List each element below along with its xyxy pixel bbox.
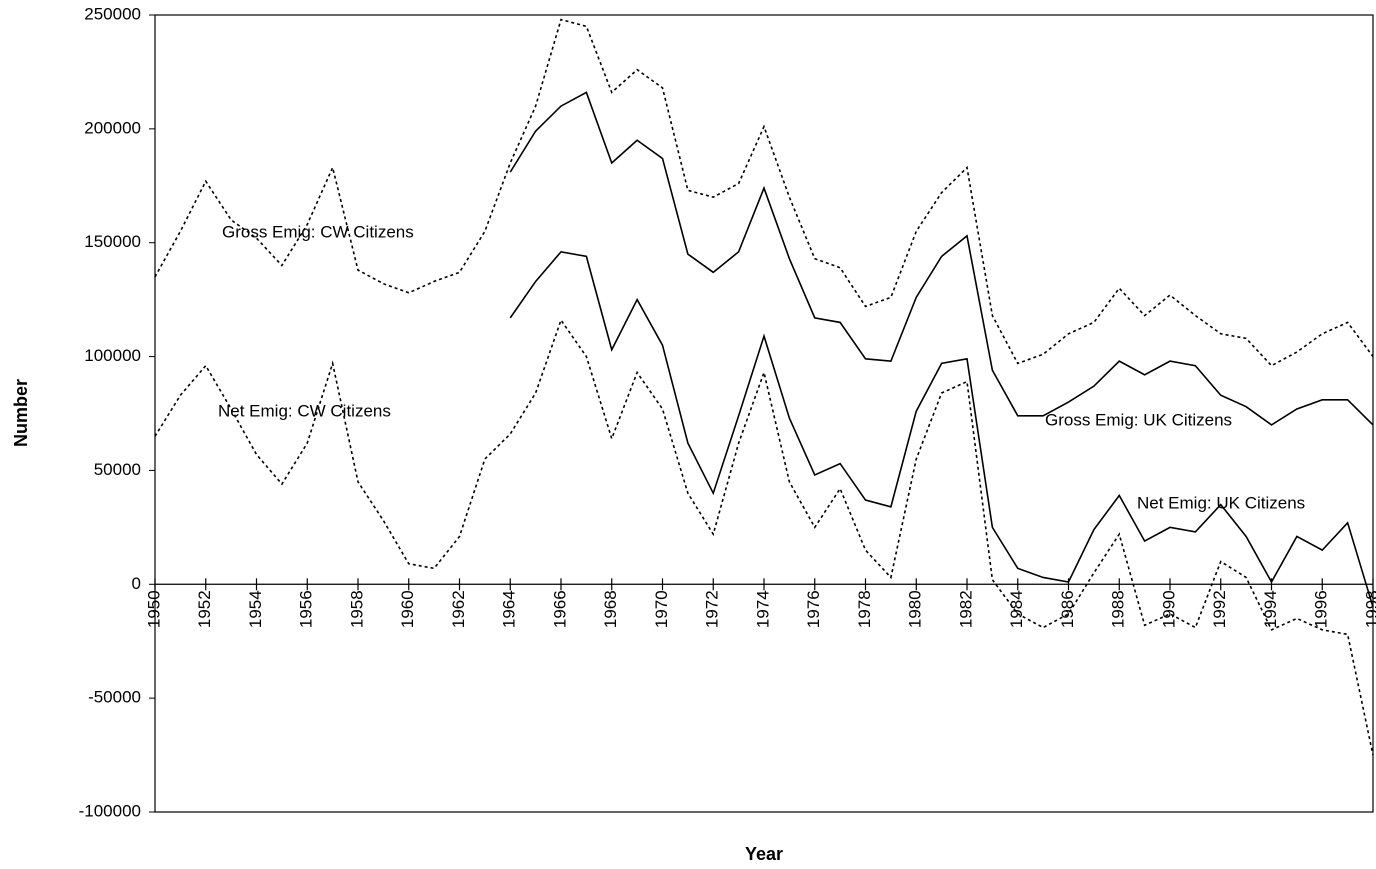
x-axis-title: Year [745, 844, 783, 864]
x-tick-label: 1970 [652, 590, 671, 628]
x-tick-label: 1994 [1261, 590, 1280, 628]
y-tick-label: 200000 [84, 118, 141, 137]
x-tick-label: 1984 [1007, 590, 1026, 628]
x-tick-label: 1992 [1210, 590, 1229, 628]
x-tick-label: 1962 [449, 590, 468, 628]
x-tick-label: 1980 [906, 590, 925, 628]
plot-frame [154, 14, 1374, 813]
x-tick-label: 1974 [753, 590, 772, 628]
x-tick-label: 1966 [550, 590, 569, 628]
series-label: Gross Emig: CW Citizens [222, 222, 414, 241]
x-tick-label: 1956 [297, 590, 316, 628]
y-tick-label: 150000 [84, 232, 141, 251]
y-axis-title: Number [11, 379, 31, 447]
x-tick-label: 1952 [195, 590, 214, 628]
x-tick-label: 1954 [246, 590, 265, 628]
x-tick-label: 1986 [1058, 590, 1077, 628]
y-tick-label: 100000 [84, 346, 141, 365]
y-tick-label: 50000 [94, 460, 141, 479]
series-label: Net Emig: UK Citizens [1137, 493, 1305, 512]
x-tick-label: 1964 [500, 590, 519, 628]
series-line [154, 318, 1374, 756]
x-tick-label: 1990 [1159, 590, 1178, 628]
x-tick-label: 1978 [855, 590, 874, 628]
x-tick-label: 1972 [703, 590, 722, 628]
series-label: Net Emig: CW Citizens [218, 401, 391, 420]
y-tick-label: -50000 [88, 688, 141, 707]
series-line [509, 91, 1374, 426]
x-tick-label: 1958 [347, 590, 366, 628]
series-label: Gross Emig: UK Citizens [1045, 410, 1232, 429]
x-tick-label: 1950 [144, 590, 163, 628]
x-tick-label: 1988 [1109, 590, 1128, 628]
x-tick-label: 1968 [601, 590, 620, 628]
y-tick-label: 0 [132, 574, 141, 593]
series-line [154, 18, 1374, 367]
x-tick-label: 1998 [1362, 590, 1376, 628]
y-tick-label: 250000 [84, 4, 141, 23]
x-tick-label: 1960 [398, 590, 417, 628]
x-tick-label: 1976 [804, 590, 823, 628]
x-tick-label: 1996 [1312, 590, 1331, 628]
x-tick-label: 1982 [956, 590, 975, 628]
y-tick-label: -100000 [79, 801, 141, 820]
series-line [509, 250, 1374, 608]
